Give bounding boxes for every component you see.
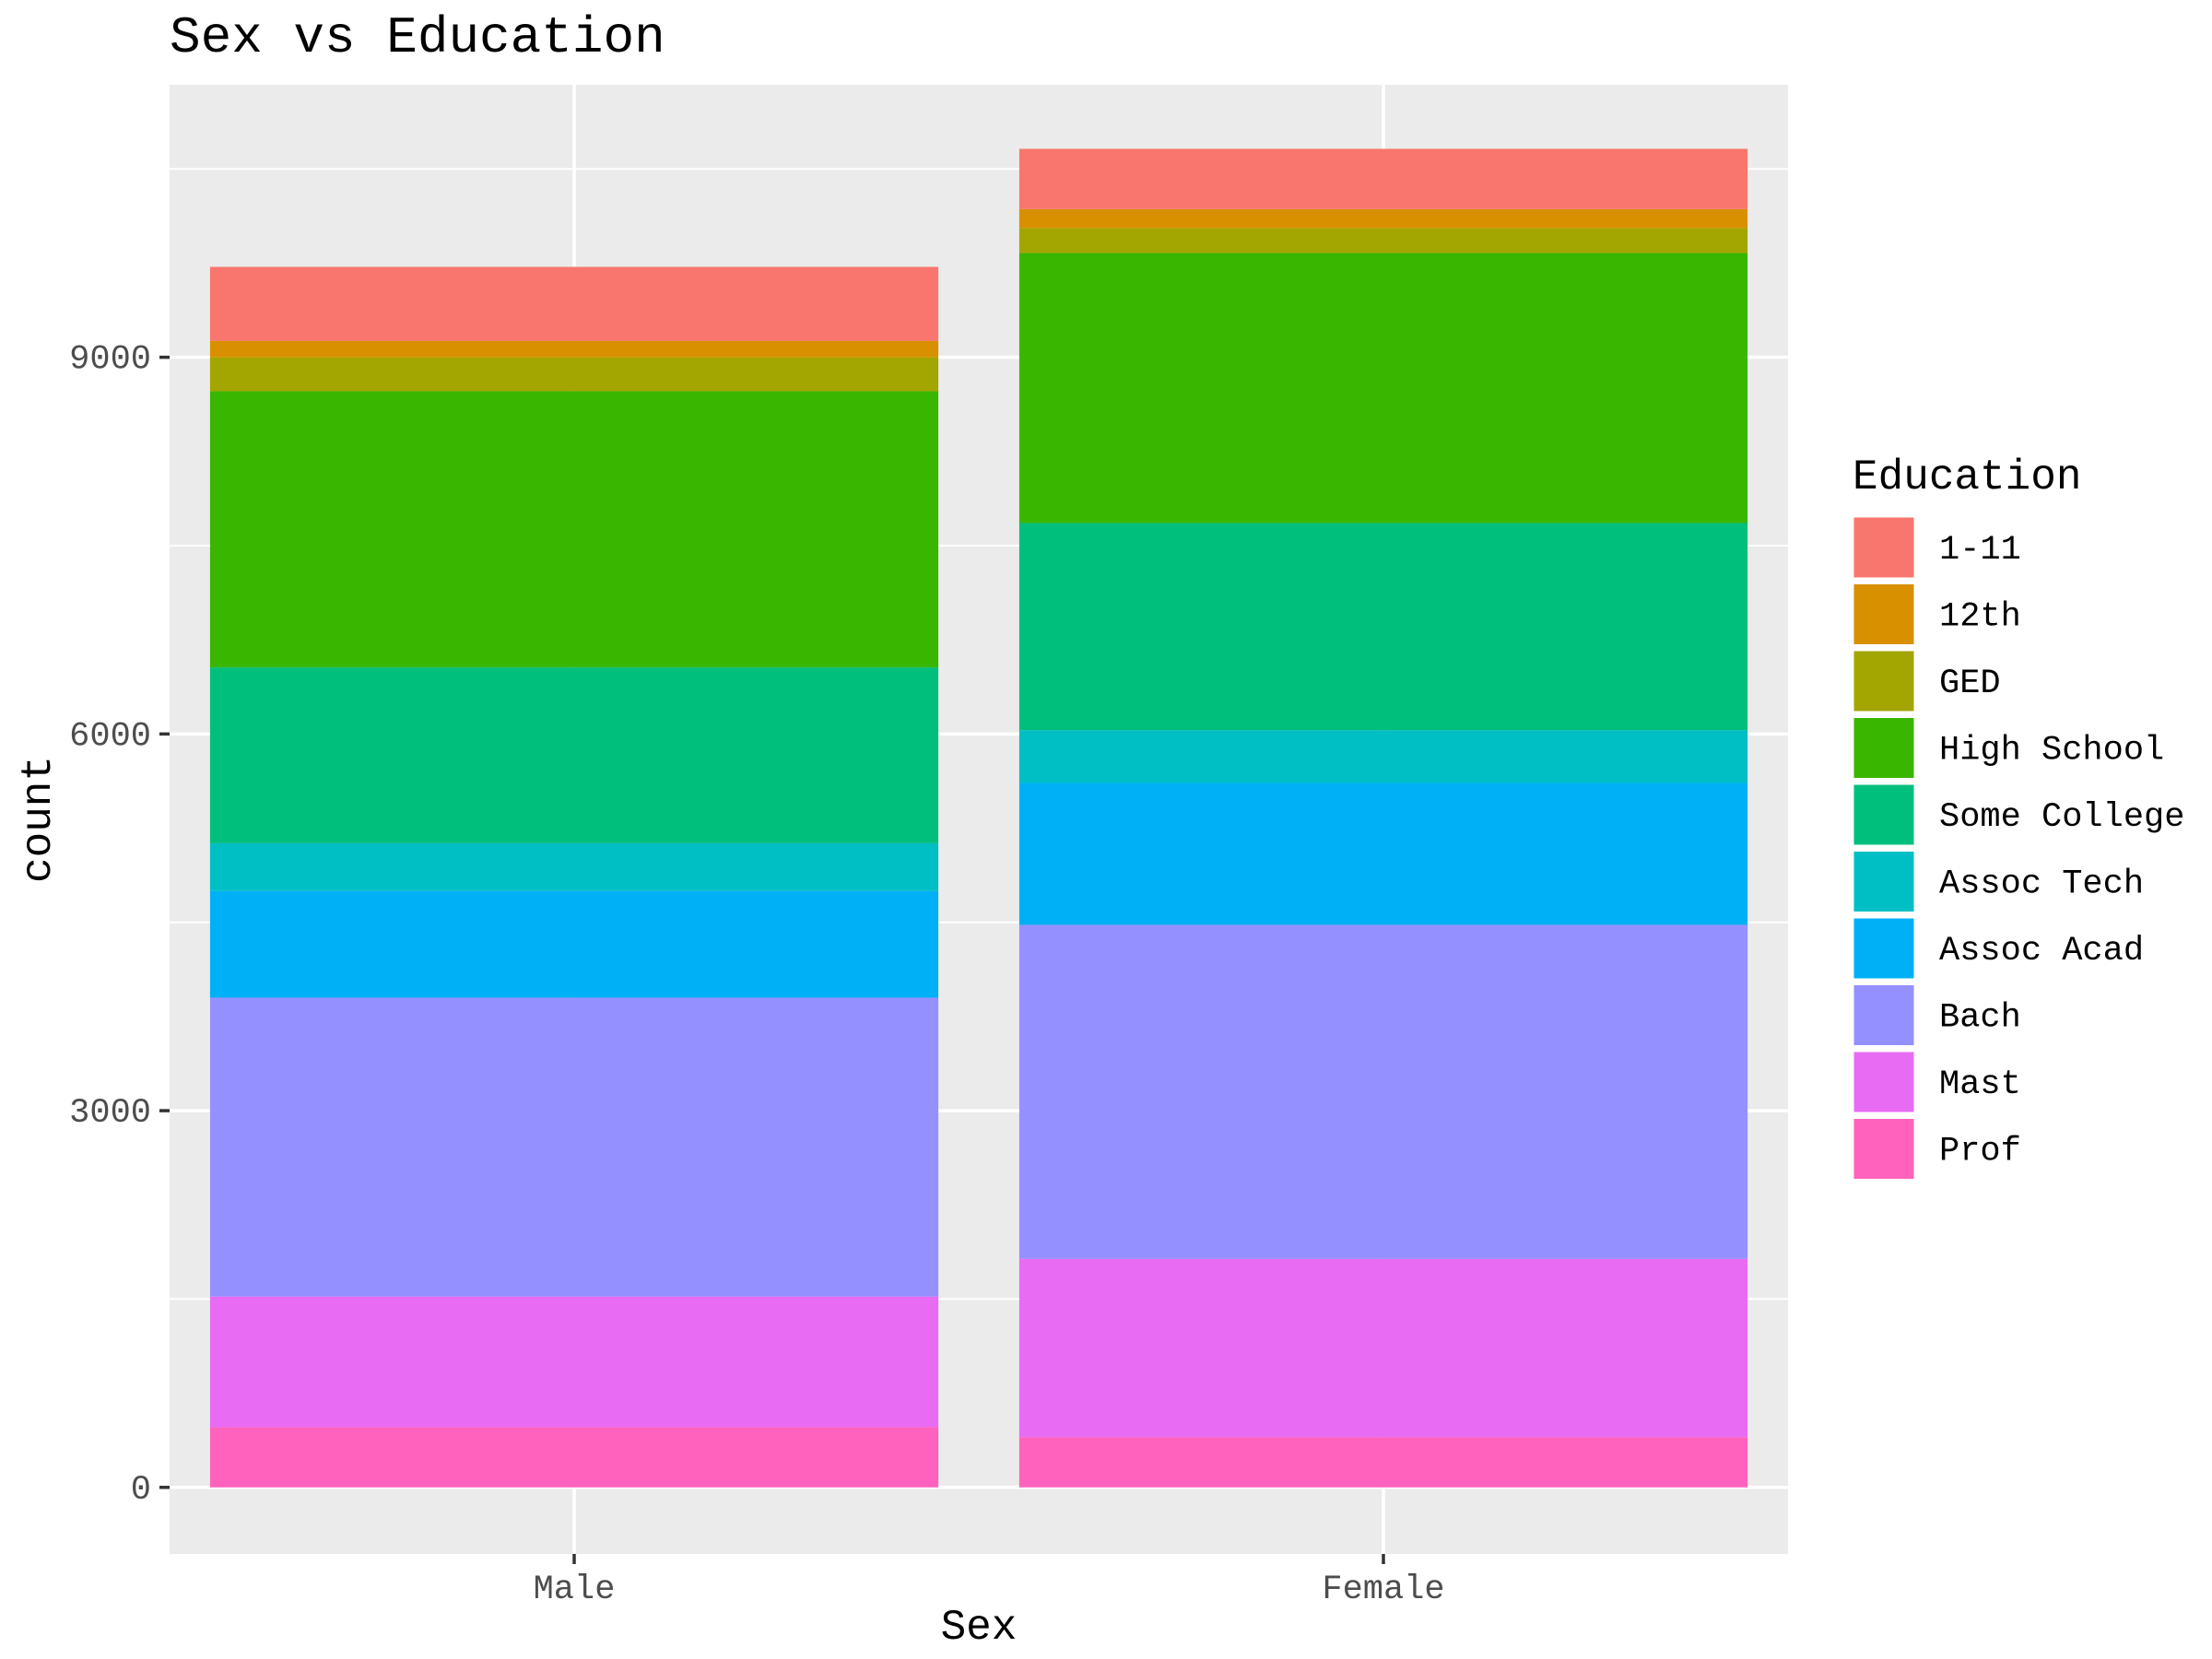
bar-segment bbox=[209, 357, 939, 392]
legend-key bbox=[1851, 1049, 1917, 1115]
y-tick-label: 6000 bbox=[69, 717, 151, 756]
legend-key bbox=[1851, 982, 1917, 1048]
legend-key bbox=[1851, 582, 1917, 647]
chart-title: Sex vs Education bbox=[170, 8, 665, 67]
bar-segment bbox=[1018, 1437, 1748, 1488]
bar-segment bbox=[209, 890, 939, 998]
legend-key bbox=[1851, 715, 1917, 781]
bar-segment bbox=[1018, 208, 1748, 229]
bar-segment bbox=[1018, 924, 1748, 1259]
bar-segment bbox=[209, 842, 939, 891]
legend-label: GED bbox=[1939, 665, 2001, 703]
y-tick-label: 9000 bbox=[69, 341, 151, 380]
bar-segment bbox=[1018, 1258, 1748, 1438]
bar-segment bbox=[209, 391, 939, 668]
x-tick-label: Male bbox=[534, 1571, 616, 1609]
y-tick-label: 3000 bbox=[69, 1094, 151, 1133]
bar-segment bbox=[1018, 148, 1748, 209]
legend-items: 1-11 12th GED High School Some College Assoc … bbox=[1851, 514, 2184, 1182]
bar-segment bbox=[1018, 253, 1748, 524]
x-tick-label: Female bbox=[1322, 1571, 1444, 1609]
bar-segment bbox=[209, 667, 939, 843]
y-tick-label: 0 bbox=[131, 1471, 151, 1510]
bar-segment bbox=[1018, 228, 1748, 253]
bar-segment bbox=[1018, 782, 1748, 925]
legend: Education 1-11 12th GED High School Some Col… bbox=[1851, 453, 2184, 1182]
legend-key bbox=[1851, 915, 1917, 982]
bar-segment bbox=[209, 997, 939, 1297]
legend-label: Mast bbox=[1939, 1065, 2021, 1104]
legend-label: 12th bbox=[1939, 598, 2021, 637]
bar-segment bbox=[209, 266, 939, 341]
legend-key bbox=[1851, 782, 1917, 848]
legend-label: Assoc Tech bbox=[1939, 865, 2144, 904]
axes: 0 3000 6000 9000 Male Female bbox=[69, 341, 1444, 1609]
legend-title: Education bbox=[1853, 453, 2081, 501]
legend-key bbox=[1851, 514, 1917, 581]
legend-label: 1-11 bbox=[1939, 531, 2021, 570]
legend-key bbox=[1851, 648, 1917, 714]
legend-label: Assoc Acad bbox=[1939, 932, 2144, 971]
bar-segment bbox=[1018, 730, 1748, 783]
legend-label: Some College bbox=[1939, 798, 2184, 837]
bar-segment bbox=[209, 1296, 939, 1428]
y-axis-title: count bbox=[15, 756, 63, 883]
x-axis-title: Sex bbox=[941, 1604, 1018, 1652]
bar-segment bbox=[1018, 523, 1748, 731]
bar-segment bbox=[209, 340, 939, 358]
legend-label: High School bbox=[1939, 732, 2164, 771]
legend-label: Prof bbox=[1939, 1133, 2021, 1171]
bars bbox=[209, 148, 1748, 1488]
legend-label: Bach bbox=[1939, 999, 2021, 1038]
bar-segment bbox=[209, 1427, 939, 1488]
legend-key bbox=[1851, 1116, 1917, 1182]
legend-key bbox=[1851, 849, 1917, 914]
